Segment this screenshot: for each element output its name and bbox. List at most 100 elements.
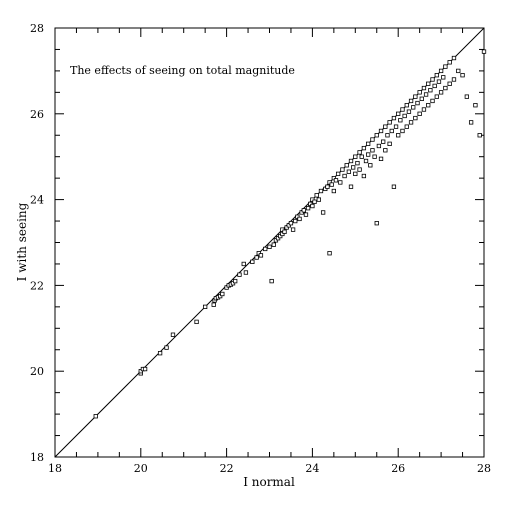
data-point — [353, 154, 358, 159]
data-point — [421, 85, 427, 91]
data-point — [353, 171, 358, 177]
data-point — [250, 259, 255, 264]
data-point — [271, 242, 276, 247]
data-point — [93, 414, 98, 419]
data-point — [258, 253, 264, 258]
data-point — [331, 188, 337, 194]
data-point — [325, 184, 330, 189]
data-point — [419, 96, 424, 101]
data-point — [408, 98, 414, 104]
data-point — [327, 251, 332, 256]
x-tick-label: 24 — [305, 462, 319, 475]
data-point — [391, 115, 397, 121]
data-point — [241, 261, 246, 267]
data-point — [400, 107, 405, 112]
data-point — [370, 137, 375, 142]
data-point — [194, 319, 199, 325]
data-point — [460, 73, 465, 78]
y-tick-label: 28 — [30, 22, 44, 35]
data-point — [333, 178, 339, 183]
data-point — [237, 272, 242, 277]
data-point — [342, 173, 347, 179]
data-point — [267, 244, 272, 249]
data-point — [357, 150, 362, 155]
data-point — [406, 109, 412, 114]
data-point — [421, 107, 427, 112]
data-point — [434, 73, 439, 78]
data-point — [366, 152, 371, 157]
data-point — [387, 120, 392, 125]
data-point — [348, 158, 354, 164]
x-axis-label: I normal — [243, 475, 295, 489]
data-point — [376, 143, 382, 149]
data-point — [411, 105, 416, 110]
data-point — [290, 227, 296, 232]
axis-tick-labels: 18 20 22 24 26 28 18 20 22 24 26 28 — [30, 22, 491, 475]
data-point — [451, 77, 457, 82]
y-tick-label: 24 — [30, 194, 44, 207]
data-point — [312, 199, 317, 204]
data-point — [423, 92, 429, 97]
data-point — [413, 115, 418, 121]
data-point — [370, 148, 375, 153]
data-point — [391, 184, 397, 189]
data-point — [417, 90, 422, 95]
data-point — [305, 206, 311, 211]
y-tick-label: 26 — [30, 108, 44, 121]
data-point — [316, 197, 321, 202]
data-point — [320, 210, 326, 215]
data-point — [269, 278, 274, 284]
data-point — [468, 120, 474, 125]
data-point — [357, 167, 362, 172]
data-point — [434, 94, 439, 99]
data-point — [361, 173, 367, 179]
data-point — [170, 332, 176, 337]
data-point — [220, 291, 225, 297]
data-point — [288, 221, 294, 226]
data-point — [383, 124, 388, 129]
data-points — [93, 49, 487, 419]
data-point — [481, 49, 487, 54]
x-tick-label: 20 — [134, 462, 148, 475]
data-point — [383, 148, 388, 153]
data-point — [389, 128, 394, 134]
data-point — [378, 128, 384, 134]
data-point — [282, 229, 287, 234]
data-point — [413, 94, 418, 99]
data-point — [374, 221, 379, 226]
data-point — [157, 351, 163, 356]
data-point — [378, 156, 384, 161]
data-point — [314, 193, 319, 198]
data-point — [447, 81, 452, 86]
data-point — [355, 160, 360, 166]
data-point — [408, 120, 414, 125]
data-point — [202, 304, 208, 310]
data-point — [263, 246, 268, 252]
data-point — [417, 111, 422, 116]
chart-title: The effects of seeing on total magnitude — [70, 64, 295, 77]
data-point — [396, 133, 401, 138]
axis-ticks — [54, 27, 485, 458]
data-point — [415, 100, 420, 106]
data-point — [351, 165, 356, 170]
data-point — [363, 158, 369, 164]
data-point — [396, 111, 401, 116]
data-point — [346, 169, 352, 174]
data-point — [233, 278, 238, 284]
data-point — [359, 154, 364, 159]
data-point — [301, 208, 306, 213]
y-tick-label: 18 — [30, 451, 44, 464]
data-point — [464, 94, 469, 99]
data-point — [310, 203, 315, 209]
data-point — [142, 366, 148, 372]
y-axis-label: I with seeing — [15, 202, 29, 281]
data-point — [477, 133, 482, 138]
data-point — [368, 163, 373, 168]
data-point — [432, 83, 437, 89]
data-point — [329, 182, 334, 187]
data-point — [338, 180, 343, 185]
data-point — [293, 218, 298, 224]
data-point — [436, 79, 442, 84]
data-point — [303, 212, 309, 217]
data-point — [297, 216, 302, 222]
